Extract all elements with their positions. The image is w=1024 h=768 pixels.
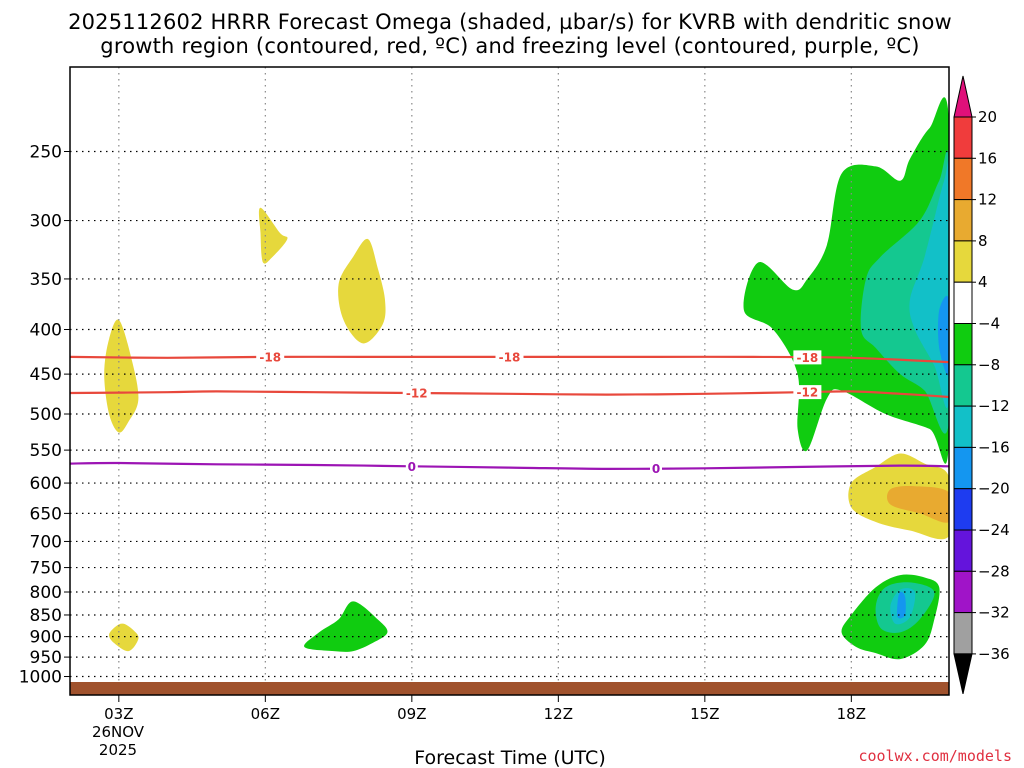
omega-region-4 [304,601,388,652]
colorbar-tick-label-6: −8 [978,356,1000,374]
x-tick-label-12Z: 12Z [544,705,573,723]
colorbar-swatch-7 [953,405,973,448]
colorbar-tick-label-11: −28 [978,562,1010,580]
omega-region-1 [109,623,139,652]
colorbar-swatch-9 [953,488,973,531]
credit-text: coolwx.com/models [858,747,1012,765]
y-tick-label-750: 750 [30,559,62,579]
y-tick-label-850: 850 [30,606,62,626]
contour-label-0: 0 [652,462,660,476]
x-date-year: 2025 [99,741,137,759]
x-axis-ticks: 03Z 06Z 09Z 12Z 15Z 18Z [104,695,866,723]
contour-label-bg-2-1 [650,461,662,476]
omega-region-3 [338,238,386,344]
colorbar-swatch-10 [953,529,973,572]
chart-title-line2: growth region (contoured, red, ºC) and f… [100,34,919,58]
colorbar-tick-label-10: −24 [978,521,1010,539]
colorbar-tick-label-3: 8 [978,232,988,250]
contour-0 [70,461,949,471]
colorbar-swatch-4 [953,281,973,325]
y-tick-label-400: 400 [30,321,62,341]
y-tick-label-450: 450 [30,365,62,385]
y-tick-label-650: 650 [30,504,62,524]
omega-region-0 [104,319,139,433]
contour-label-bg-0-2 [793,350,822,365]
omega-region-8 [860,150,949,434]
x-tick-label-18Z: 18Z [837,705,866,723]
colorbar-swatch-1 [953,157,973,201]
contour-label-bg-1-1 [793,385,822,400]
x-axis-label: Forecast Time (UTC) [414,747,605,768]
colorbar-tick-label-2: 12 [978,191,997,209]
colorbar-swatch-8 [953,446,973,490]
omega-region-2 [258,207,288,264]
contour-label--18: -18 [259,350,281,364]
y-tick-label-550: 550 [30,441,62,461]
y-tick-label-500: 500 [30,405,62,425]
x-tick-label-03Z: 03Z [104,705,133,723]
contour-label--12: -12 [797,386,819,400]
colorbar-arrow-bottom [953,653,973,695]
omega-region-6 [887,486,949,523]
plot-frame [69,66,950,696]
colorbar-tick-label-0: 20 [978,108,997,126]
contour-label--12: -12 [406,387,428,401]
x-date-day: 26NOV [92,723,145,741]
colorbar-tick-label-1: 16 [978,149,997,167]
colorbar-swatch-3 [953,240,973,283]
contour-label-bg-0-0 [256,349,285,364]
terrain-bar [70,682,949,695]
y-axis-ticks: 2503003504004505005506006507007508008509… [19,143,70,688]
colorbar-swatch-6 [953,364,973,407]
colorbar-tick-label-13: −36 [978,645,1010,663]
colorbar: 20 16 12 8 4 −4 −8 −12 −16 −20 −24 −28 −32 −36 [953,75,1010,695]
y-tick-label-800: 800 [30,583,62,603]
colorbar-swatch-12 [953,612,973,655]
y-tick-label-700: 700 [30,532,62,552]
contour--12 [70,390,949,399]
colorbar-swatch-5 [953,323,973,366]
colorbar-swatch-2 [953,199,973,242]
contour-label-0: 0 [408,460,416,474]
contour-label-bg-2-0 [405,459,418,474]
contour-label-bg-0-1 [495,349,524,364]
omega-shading [104,97,949,660]
y-tick-label-350: 350 [30,270,62,290]
colorbar-tick-label-5: −4 [978,315,1000,333]
x-tick-label-15Z: 15Z [690,705,719,723]
colorbar-tick-label-7: −12 [978,397,1010,415]
y-tick-label-300: 300 [30,212,62,232]
contour-lines: -18 -18 -18 -12 -12 0 0 [70,349,949,476]
y-tick-label-950: 950 [30,648,62,668]
colorbar-tick-label-12: −32 [978,604,1010,622]
colorbar-arrow-top [953,75,973,118]
y-tick-label-900: 900 [30,628,62,648]
contour-label-bg-1-0 [402,386,431,401]
colorbar-tick-label-4: 4 [978,273,988,291]
colorbar-swatch-11 [953,570,973,614]
chart-title-line1: 2025112602 HRRR Forecast Omega (shaded, … [68,10,952,34]
colorbar-tick-label-9: −20 [978,480,1010,498]
x-tick-label-09Z: 09Z [397,705,426,723]
y-tick-label-600: 600 [30,474,62,494]
colorbar-tick-label-8: −16 [978,438,1010,456]
y-tick-label-250: 250 [30,143,62,163]
x-tick-label-06Z: 06Z [251,705,280,723]
omega-region-10 [938,295,949,376]
omega-region-14 [897,591,906,619]
colorbar-swatch-0 [953,116,973,159]
contour-label--18: -18 [797,351,819,365]
contour-label--18: -18 [499,350,521,364]
omega-region-7 [743,97,949,464]
y-tick-label-1000: 1000 [19,668,62,688]
grid-lines [70,67,949,695]
